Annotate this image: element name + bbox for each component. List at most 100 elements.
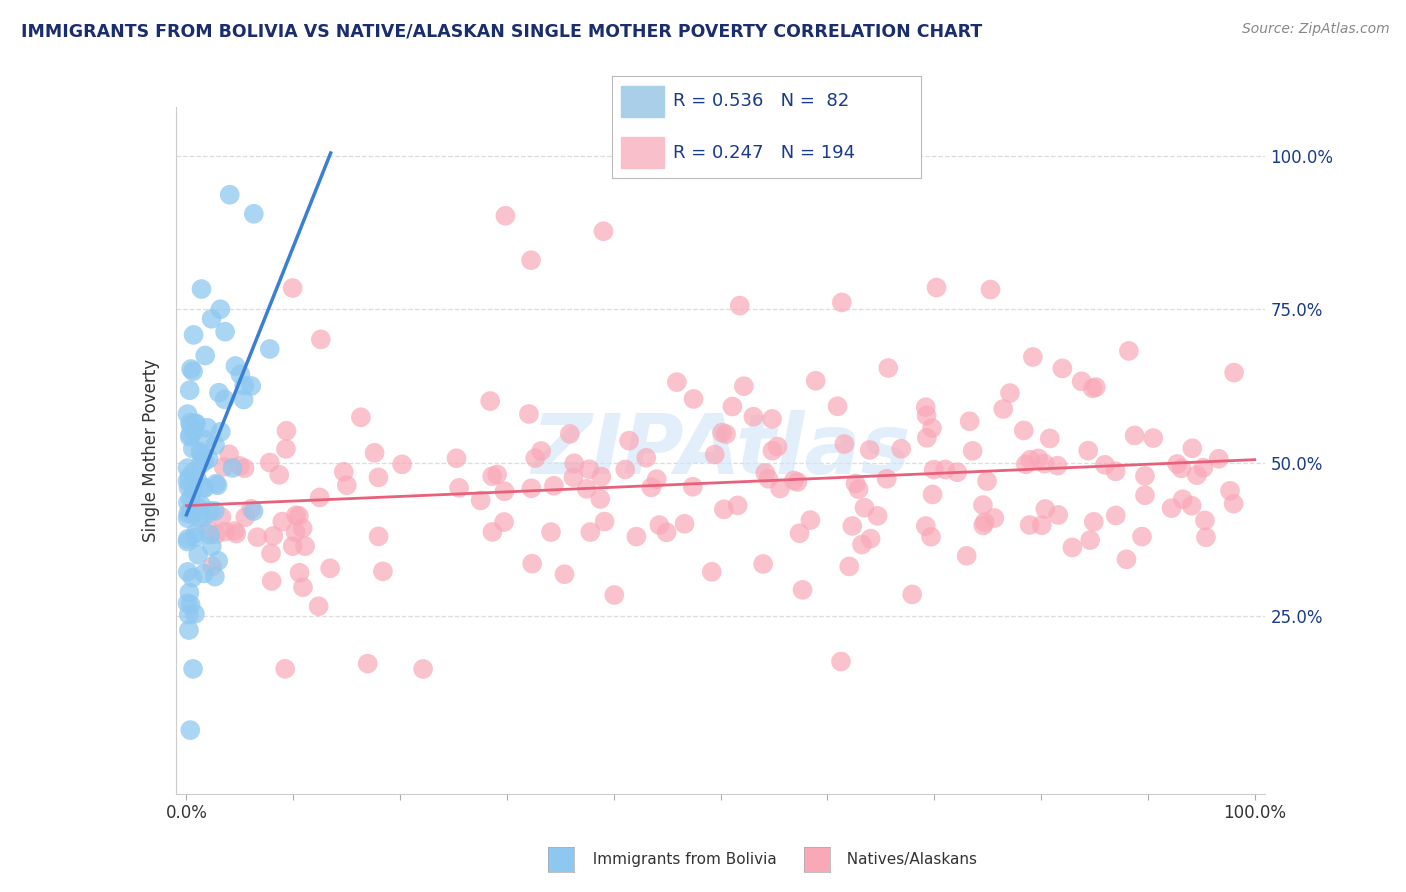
Point	[214, 524, 236, 539]
Point	[179, 585, 201, 599]
Point	[1012, 424, 1035, 438]
Point	[1022, 350, 1045, 364]
Point	[543, 479, 565, 493]
Point	[1223, 366, 1246, 380]
Point	[1081, 381, 1104, 395]
Point	[205, 527, 228, 541]
Point	[962, 443, 984, 458]
Point	[972, 498, 994, 512]
Text: R = 0.536   N =  82: R = 0.536 N = 82	[673, 93, 849, 111]
Point	[229, 368, 252, 382]
Point	[636, 450, 658, 465]
Point	[769, 482, 792, 496]
Point	[177, 507, 200, 521]
Point	[711, 425, 734, 440]
Point	[486, 467, 509, 482]
Point	[367, 529, 389, 543]
Point	[1123, 428, 1146, 442]
Point	[983, 511, 1005, 525]
Point	[284, 525, 307, 540]
Point	[742, 409, 765, 424]
Point	[1033, 502, 1056, 516]
Point	[838, 559, 860, 574]
Point	[177, 607, 200, 622]
Point	[308, 491, 330, 505]
Point	[756, 472, 779, 486]
Point	[562, 470, 585, 484]
Point	[260, 546, 283, 560]
Point	[412, 662, 434, 676]
Point	[1160, 501, 1182, 516]
Point	[831, 295, 853, 310]
Point	[479, 394, 502, 409]
Point	[211, 510, 233, 524]
Point	[1181, 499, 1204, 513]
Point	[281, 281, 304, 295]
Point	[180, 598, 202, 612]
Point	[207, 554, 229, 568]
Point	[901, 587, 924, 601]
Point	[592, 224, 614, 238]
Point	[520, 481, 543, 495]
Point	[1047, 508, 1070, 522]
Point	[190, 282, 212, 296]
Point	[921, 487, 943, 501]
Point	[288, 566, 311, 580]
Point	[522, 557, 544, 571]
Text: Source: ZipAtlas.com: Source: ZipAtlas.com	[1241, 22, 1389, 37]
Point	[766, 440, 789, 454]
Point	[271, 515, 294, 529]
Point	[783, 474, 806, 488]
Point	[562, 456, 585, 470]
Point	[520, 253, 543, 268]
Point	[752, 557, 775, 571]
Point	[201, 559, 224, 574]
Point	[193, 433, 215, 447]
Point	[603, 588, 626, 602]
Point	[1018, 518, 1040, 533]
Point	[204, 504, 226, 518]
Point	[180, 418, 202, 433]
Text: Immigrants from Bolivia: Immigrants from Bolivia	[583, 852, 778, 867]
Point	[626, 530, 648, 544]
Point	[648, 518, 671, 533]
Point	[1026, 451, 1049, 466]
Point	[682, 480, 704, 494]
Point	[877, 361, 900, 376]
Point	[578, 462, 600, 476]
Point	[176, 534, 198, 549]
Point	[193, 454, 215, 468]
Point	[333, 465, 356, 479]
Point	[617, 434, 640, 448]
Point	[209, 302, 232, 317]
Point	[357, 657, 380, 671]
Point	[184, 526, 207, 541]
Point	[761, 443, 783, 458]
Point	[309, 332, 332, 346]
Point	[181, 571, 204, 585]
Point	[859, 442, 882, 457]
Point	[827, 399, 849, 413]
Point	[221, 461, 243, 475]
Point	[1192, 460, 1215, 475]
Point	[614, 462, 637, 476]
Point	[179, 723, 201, 737]
Point	[1142, 431, 1164, 445]
Point	[914, 519, 936, 533]
Point	[181, 508, 204, 522]
Point	[446, 451, 468, 466]
Point	[183, 465, 205, 479]
Point	[276, 424, 298, 438]
Point	[190, 448, 212, 462]
Point	[194, 481, 217, 495]
Point	[530, 444, 553, 458]
Point	[180, 362, 202, 376]
Text: R = 0.247   N = 194: R = 0.247 N = 194	[673, 144, 856, 161]
Point	[240, 379, 263, 393]
Point	[915, 431, 938, 445]
Point	[1130, 530, 1153, 544]
Point	[208, 385, 231, 400]
Point	[733, 379, 755, 393]
Point	[177, 495, 200, 509]
Point	[269, 467, 291, 482]
